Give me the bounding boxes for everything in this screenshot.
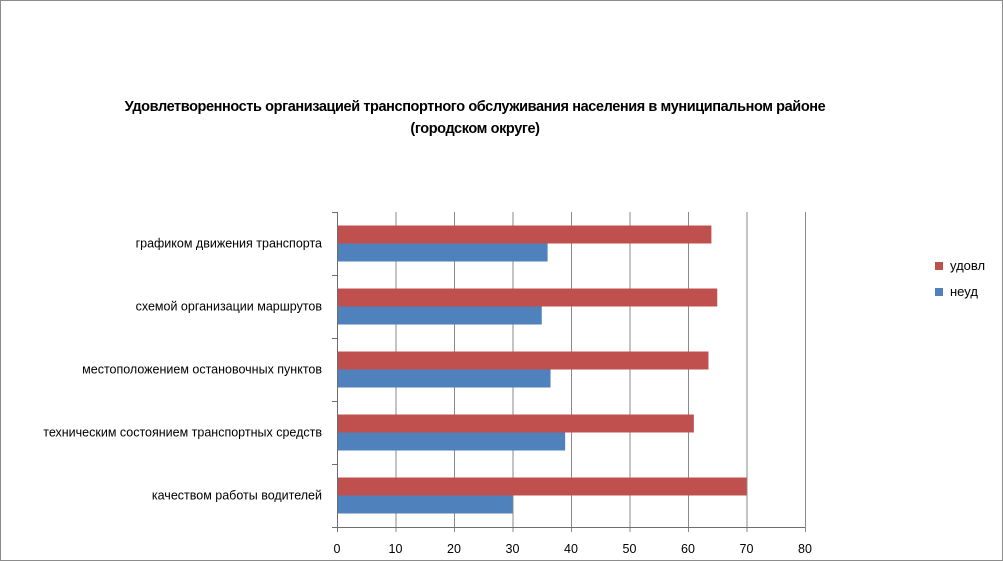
bar-udovl bbox=[338, 288, 718, 307]
x-tick-label: 10 bbox=[389, 542, 403, 556]
bar-neud bbox=[338, 495, 513, 514]
x-tick-label: 60 bbox=[681, 542, 695, 556]
x-tick-label: 70 bbox=[740, 542, 754, 556]
category-label: качеством работы водителей bbox=[152, 489, 322, 503]
bar-neud bbox=[338, 369, 551, 388]
legend-item-neud: неуд bbox=[935, 284, 978, 299]
x-tick-label: 0 bbox=[334, 542, 341, 556]
legend-label-udovl: удовл bbox=[950, 258, 986, 273]
bar-udovl bbox=[338, 225, 712, 244]
x-tick-label: 50 bbox=[623, 542, 637, 556]
category-label: графиком движения транспорта bbox=[136, 237, 322, 251]
bar-udovl bbox=[338, 414, 694, 433]
chart-title: Удовлетворенность организацией транспорт… bbox=[60, 96, 890, 140]
legend-swatch-udovl bbox=[935, 261, 943, 270]
x-tick-label: 20 bbox=[447, 542, 461, 556]
x-tick-label: 30 bbox=[506, 542, 520, 556]
chart-subtitle-line: (городском округе) bbox=[410, 121, 540, 137]
bar-neud bbox=[338, 306, 542, 325]
bar-udovl bbox=[338, 477, 747, 496]
chart-title-line: Удовлетворенность организацией транспорт… bbox=[124, 99, 826, 115]
bar-neud bbox=[338, 243, 548, 262]
bar-udovl bbox=[338, 351, 709, 370]
legend-label-neud: неуд bbox=[950, 284, 978, 299]
category-label: техническим состоянием транспортных сред… bbox=[43, 426, 322, 440]
bar-neud bbox=[338, 432, 566, 451]
legend-item-udovl: удовл bbox=[935, 258, 985, 273]
x-tick-label: 80 bbox=[798, 542, 812, 556]
category-label: местоположением остановочных пунктов bbox=[82, 363, 322, 377]
x-tick-label: 40 bbox=[564, 542, 578, 556]
legend-swatch-neud bbox=[935, 287, 943, 296]
category-label: схемой организации маршрутов bbox=[136, 300, 323, 314]
